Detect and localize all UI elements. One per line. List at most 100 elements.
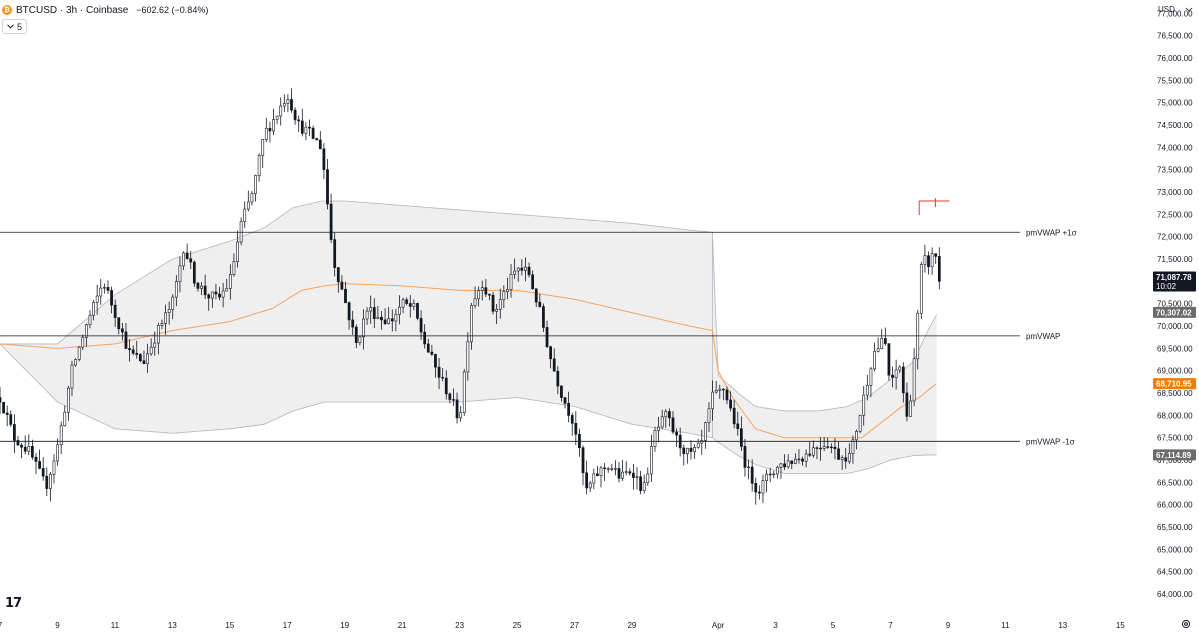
x-tick-label: 7 [0,621,3,630]
y-tick-label: 65,000.00 [1157,545,1193,554]
candle-down [801,458,804,462]
candle-down [416,303,419,319]
candle-up [27,445,31,452]
candle-up [92,302,95,316]
candle-down [315,138,319,141]
candle-up [167,309,171,314]
candle-down [739,428,743,447]
bitcoin-icon: ₿ [2,5,12,15]
candle-up [362,318,365,338]
candle-down [0,397,2,403]
candle-up [156,325,160,344]
candle-down [883,338,887,344]
candle-down [318,139,322,150]
candle-up [160,323,164,326]
candle-up [56,444,59,462]
candle-up [264,127,268,140]
y-tick-label: 67,000.00 [1157,456,1193,465]
candle-down [297,119,301,122]
time-axis-bg [0,603,1199,632]
candle-down [185,252,189,260]
candle-down [41,468,45,477]
candle-up [793,458,797,464]
candle-down [380,316,383,321]
candle-down [527,266,531,276]
price-tag-timer: 10:02 [1156,282,1177,291]
candle-up [286,99,290,104]
indicators-toggle-button[interactable]: 5 [2,19,28,34]
candle-down [725,389,729,401]
candle-down [937,256,941,282]
candle-down [423,331,427,345]
y-tick-label: 75,000.00 [1157,99,1193,108]
candle-up [621,471,624,479]
candle-up [178,265,182,282]
candle-down [689,447,693,452]
candle-down [574,422,578,435]
vwap-line [0,283,937,439]
candle-up [52,460,56,475]
y-tick-label: 64,500.00 [1157,568,1193,577]
x-tick-label: 11 [111,621,120,630]
x-tick-label: 3 [773,621,778,630]
gear-icon[interactable] [1181,619,1191,629]
candle-up [261,139,265,156]
candle-down [491,294,495,312]
x-tick-label: 27 [570,621,579,630]
candle-down [426,343,430,353]
candle-up [236,241,239,262]
candle-up [880,338,884,349]
x-tick-label: Apr [712,621,725,630]
candle-down [189,258,193,263]
candle-up [869,368,873,386]
candle-down [581,447,585,474]
x-tick-label: 17 [283,621,292,630]
y-tick-label: 70,500.00 [1157,300,1193,309]
candle-up [70,364,74,389]
candle-up [772,473,776,476]
y-tick-label: 73,500.00 [1157,166,1193,175]
candle-up [797,458,801,461]
candle-up [254,175,257,194]
candle-down [142,360,146,364]
candle-up [376,316,380,320]
candle-down [819,447,822,450]
candle-down [567,403,571,416]
candle-up [610,468,614,470]
candle-up [761,480,765,494]
candle-up [524,266,527,271]
candle-up [909,400,912,417]
candle-down [441,377,445,379]
candle-up [704,422,707,441]
y-tick-label: 75,500.00 [1157,76,1193,85]
x-tick-label: 13 [168,621,177,630]
price-tag-value: 70,307.02 [1156,308,1192,317]
vwap-band-1-lower [0,343,713,439]
candle-up [624,471,628,473]
candle-up [462,371,466,413]
candle-down [757,491,761,494]
symbol-header[interactable]: ₿ BTCUSD · 3h · Coinbase −602.62 (−0.84%… [2,3,208,17]
chevron-down-icon [7,24,14,29]
candle-down [531,274,535,290]
candle-up [243,208,247,222]
candle-up [232,261,236,275]
y-tick-label: 68,500.00 [1157,389,1193,398]
candle-up [646,473,650,483]
tradingview-logo-icon: 17 [5,596,22,611]
candle-up [765,473,768,481]
x-tick-label: 9 [55,621,60,630]
candle-up [506,289,509,292]
candle-up [398,306,401,315]
candle-down [383,319,387,324]
level-label: pmVWAP -1σ [1026,437,1075,446]
x-tick-label: 9 [946,621,951,630]
y-tick-label: 66,000.00 [1157,501,1193,510]
candle-up [225,288,229,292]
candle-up [873,350,876,370]
candle-up [851,439,855,454]
y-tick-label: 70,000.00 [1157,322,1193,331]
candle-down [9,414,13,425]
y-tick-label: 69,000.00 [1157,367,1193,376]
